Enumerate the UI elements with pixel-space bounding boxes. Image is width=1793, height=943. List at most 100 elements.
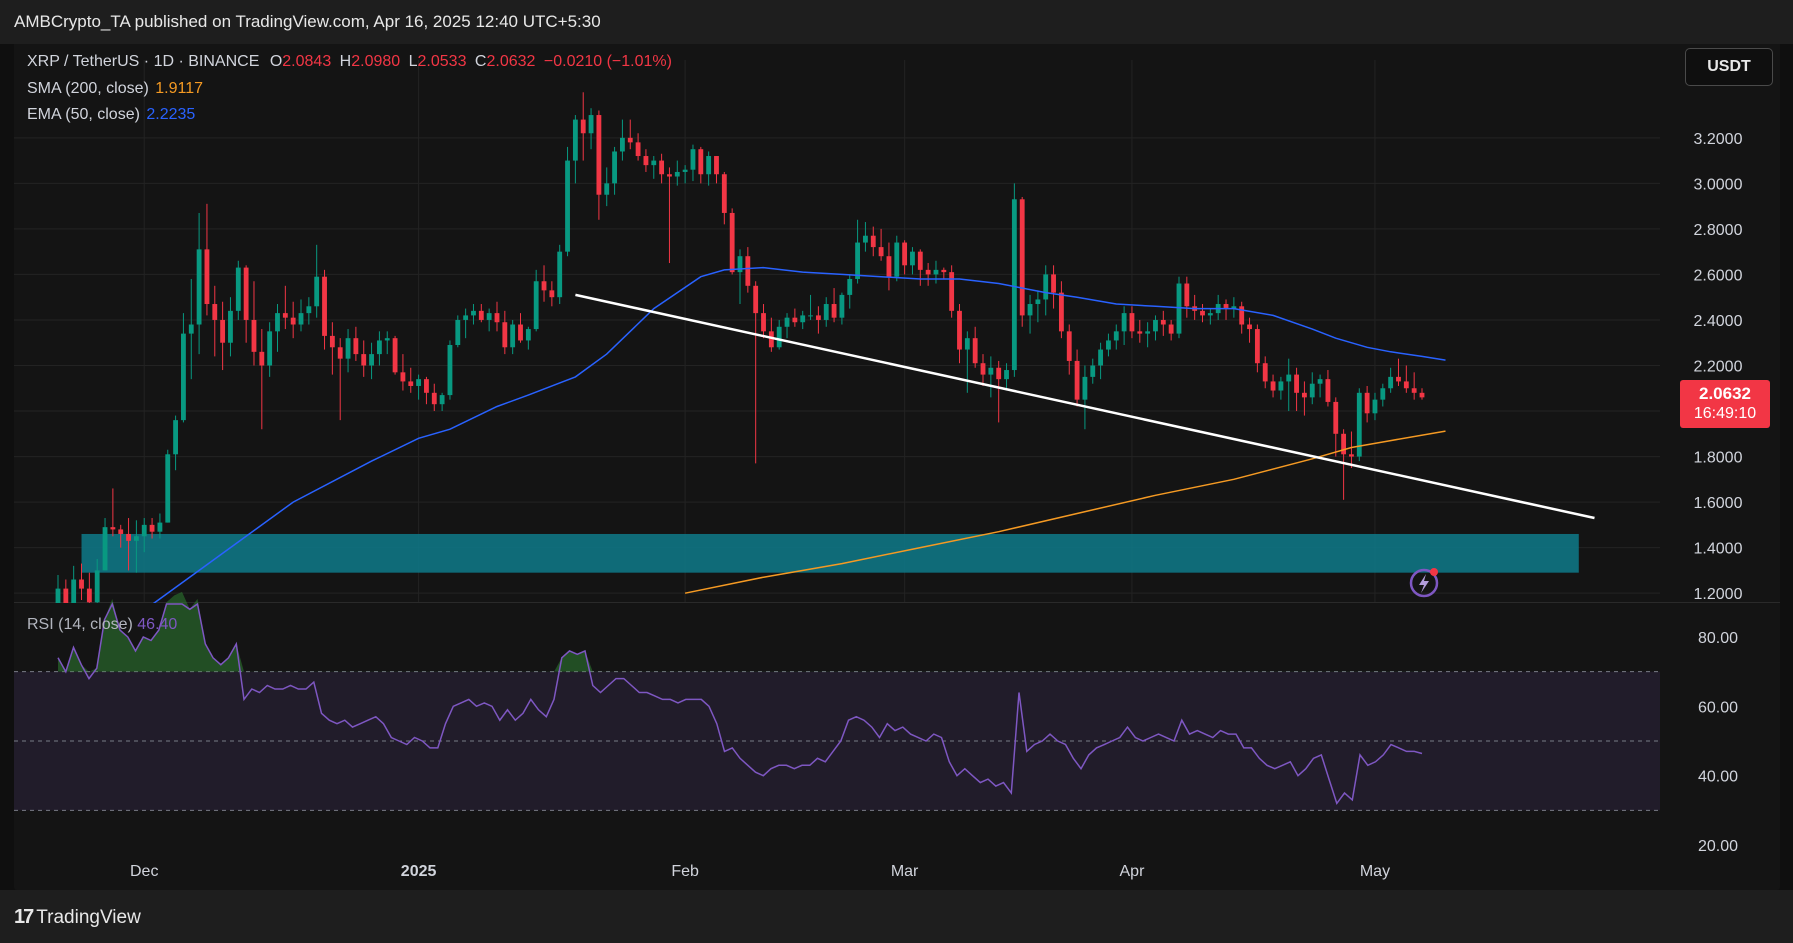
candle [1231,306,1237,309]
candle [855,242,861,279]
candle [1278,381,1284,391]
candle [431,392,437,405]
candle [1129,313,1135,332]
candle [1247,324,1252,330]
candle [870,235,876,248]
candle [1364,392,1370,414]
sma-line [684,430,1446,594]
candle [894,242,900,277]
candle [455,319,461,345]
candles [55,92,1425,628]
candle [635,142,641,157]
candle [1380,388,1386,400]
candle [1004,370,1009,380]
candle [808,315,813,317]
y-tick-label: 3.2000 [1694,131,1743,148]
candle [925,269,931,275]
x-tick-label: Dec [130,863,158,880]
rsi-pane [14,44,1780,811]
candle [1051,274,1056,293]
candle [659,160,665,175]
candle [86,588,92,603]
candle [251,319,257,352]
candle [745,256,751,286]
tradingview-logo[interactable]: 17 TradingView [14,906,141,929]
currency-button[interactable]: USDT [1685,48,1773,86]
rsi-legend[interactable]: RSI (14, close) 46.40 [27,616,177,634]
candle [306,306,312,314]
candle [259,351,265,366]
alert-icon[interactable] [1409,568,1439,598]
high-value: 2.0980 [351,53,401,70]
candle [863,235,868,243]
y-tick-label: 1.2000 [1694,586,1743,603]
candle [847,278,853,295]
x-tick-label: Mar [891,863,919,880]
candle [714,156,719,175]
candle [463,315,469,320]
candle [753,285,759,314]
candle [792,317,798,323]
candle [588,115,594,134]
candle [784,317,790,327]
candle [510,324,516,348]
candle [823,304,829,320]
candle [1239,306,1245,325]
candle [737,256,743,273]
top-strip [0,0,1793,44]
candle [1074,360,1080,400]
candle [886,256,892,277]
open-label: O [269,53,283,70]
x-tick-label: May [1360,863,1390,880]
rsi-value: 46.40 [137,616,178,633]
top-cover [14,44,1780,60]
last-price: 2.0632 [1699,384,1751,403]
candle [627,137,633,143]
candle [721,174,727,213]
ema-legend[interactable]: EMA (50, close) 2.2235 [27,106,195,124]
candle [776,326,782,348]
rsi-tick-label: 60.00 [1698,699,1738,716]
candle [761,313,766,332]
candle [1341,433,1347,455]
candle [910,251,915,266]
candle [1388,376,1394,389]
candle [1223,304,1229,309]
candle [181,333,186,421]
candle [988,367,994,375]
support-zone-rect [81,533,1579,573]
y-tick-label: 2.2000 [1694,358,1743,375]
candle [878,247,884,257]
candle [220,319,226,343]
candle [165,454,171,523]
low-value: 2.0533 [417,53,467,70]
candle [478,310,484,320]
last-price-tag: 2.0632 16:49:10 [1680,380,1770,428]
candle [996,367,1002,380]
candle [55,588,61,605]
symbol-name: XRP / TetherUS · 1D · BINANCE [27,53,260,70]
candle [1294,374,1299,393]
candle [917,251,923,270]
x-tick-label: Apr [1120,863,1146,880]
candle [604,183,610,195]
candle [133,536,139,541]
candle [94,570,100,603]
candle [1411,388,1417,393]
candle [1262,363,1268,382]
candle [141,524,147,537]
candle [1403,381,1409,389]
candle [651,160,657,166]
candle [126,533,131,541]
candle [243,267,249,320]
candle [1286,374,1292,382]
candle [1301,392,1307,398]
symbol-legend[interactable]: XRP / TetherUS · 1D · BINANCE O2.0843 H2… [27,53,672,71]
candle [1309,383,1315,398]
candle [941,269,947,273]
change-value: −0.0210 (−1.01%) [543,53,672,70]
y-tick-label: 1.8000 [1694,450,1743,467]
sma-legend[interactable]: SMA (200, close) 1.9117 [27,80,203,98]
candle [118,529,124,534]
